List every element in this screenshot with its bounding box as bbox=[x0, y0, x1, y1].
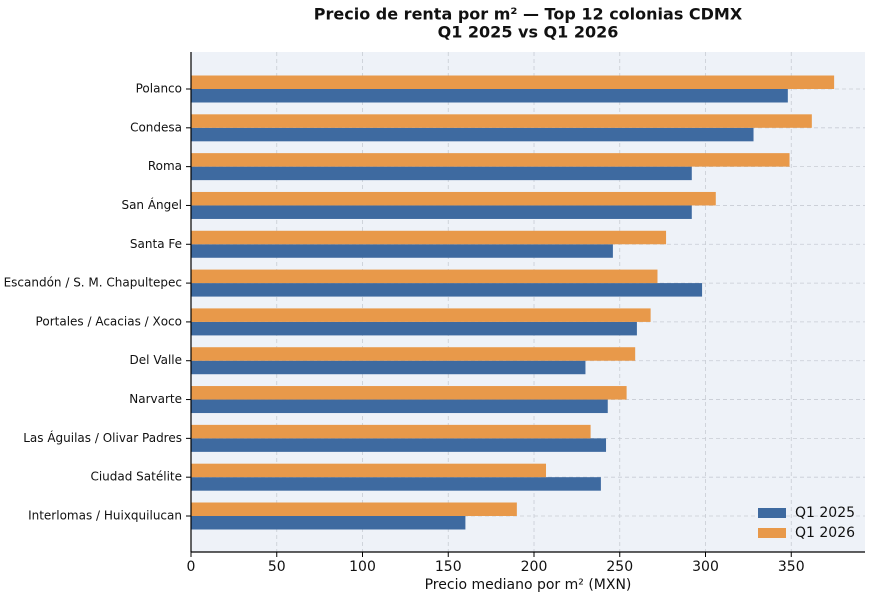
x-tick-label: 350 bbox=[778, 559, 805, 575]
bar bbox=[191, 477, 601, 491]
bar bbox=[191, 283, 703, 297]
chart-subtitle: Q1 2025 vs Q1 2026 bbox=[438, 23, 619, 42]
y-tick-label: Narvarte bbox=[129, 392, 182, 406]
bar bbox=[191, 308, 651, 322]
bar bbox=[191, 386, 627, 400]
bar bbox=[191, 205, 692, 219]
bar bbox=[191, 502, 517, 516]
y-tick-label: Escandón / S. M. Chapultepec bbox=[4, 276, 182, 290]
bar bbox=[191, 360, 586, 375]
legend-swatch bbox=[758, 508, 786, 518]
bar bbox=[191, 75, 835, 89]
bar bbox=[191, 321, 637, 336]
bar bbox=[191, 516, 466, 530]
x-tick-label: 50 bbox=[268, 559, 286, 575]
x-tick-label: 250 bbox=[606, 559, 633, 575]
x-tick-label: 0 bbox=[187, 559, 196, 575]
legend-label: Q1 2025 bbox=[795, 505, 855, 521]
x-tick-label: 200 bbox=[521, 559, 548, 575]
y-tick-label: Del Valle bbox=[130, 353, 182, 367]
chart-title: Precio de renta por m² — Top 12 colonias… bbox=[314, 5, 743, 24]
bar bbox=[191, 127, 754, 142]
x-tick-label: 100 bbox=[349, 559, 376, 575]
bar bbox=[191, 399, 608, 414]
bar bbox=[191, 438, 607, 452]
y-tick-label: Roma bbox=[148, 159, 182, 173]
x-tick-label: 150 bbox=[435, 559, 462, 575]
y-tick-label: Portales / Acacias / Xoco bbox=[36, 314, 182, 328]
legend-swatch bbox=[758, 528, 786, 538]
bar bbox=[191, 230, 667, 245]
x-axis-label: Precio mediano por m² (MXN) bbox=[425, 577, 632, 593]
bar bbox=[191, 347, 636, 361]
bar bbox=[191, 244, 613, 258]
x-tick-label: 300 bbox=[692, 559, 719, 575]
bar bbox=[191, 269, 658, 284]
y-tick-label: Polanco bbox=[136, 82, 182, 96]
y-tick-label: San Ángel bbox=[121, 197, 182, 212]
y-tick-label: Ciudad Satélite bbox=[90, 470, 182, 484]
bar bbox=[191, 166, 692, 181]
y-tick-label: Interlomas / Huixquilucan bbox=[28, 509, 182, 523]
bar bbox=[191, 191, 716, 206]
y-tick-label: Las Águilas / Olivar Padres bbox=[23, 430, 182, 445]
legend-label: Q1 2026 bbox=[795, 525, 855, 541]
bar bbox=[191, 424, 591, 439]
y-tick-label: Condesa bbox=[130, 120, 182, 134]
bar bbox=[191, 463, 547, 478]
bar bbox=[191, 114, 812, 128]
bar bbox=[191, 153, 790, 167]
y-tick-label: Santa Fe bbox=[130, 237, 182, 251]
bar bbox=[191, 89, 788, 103]
